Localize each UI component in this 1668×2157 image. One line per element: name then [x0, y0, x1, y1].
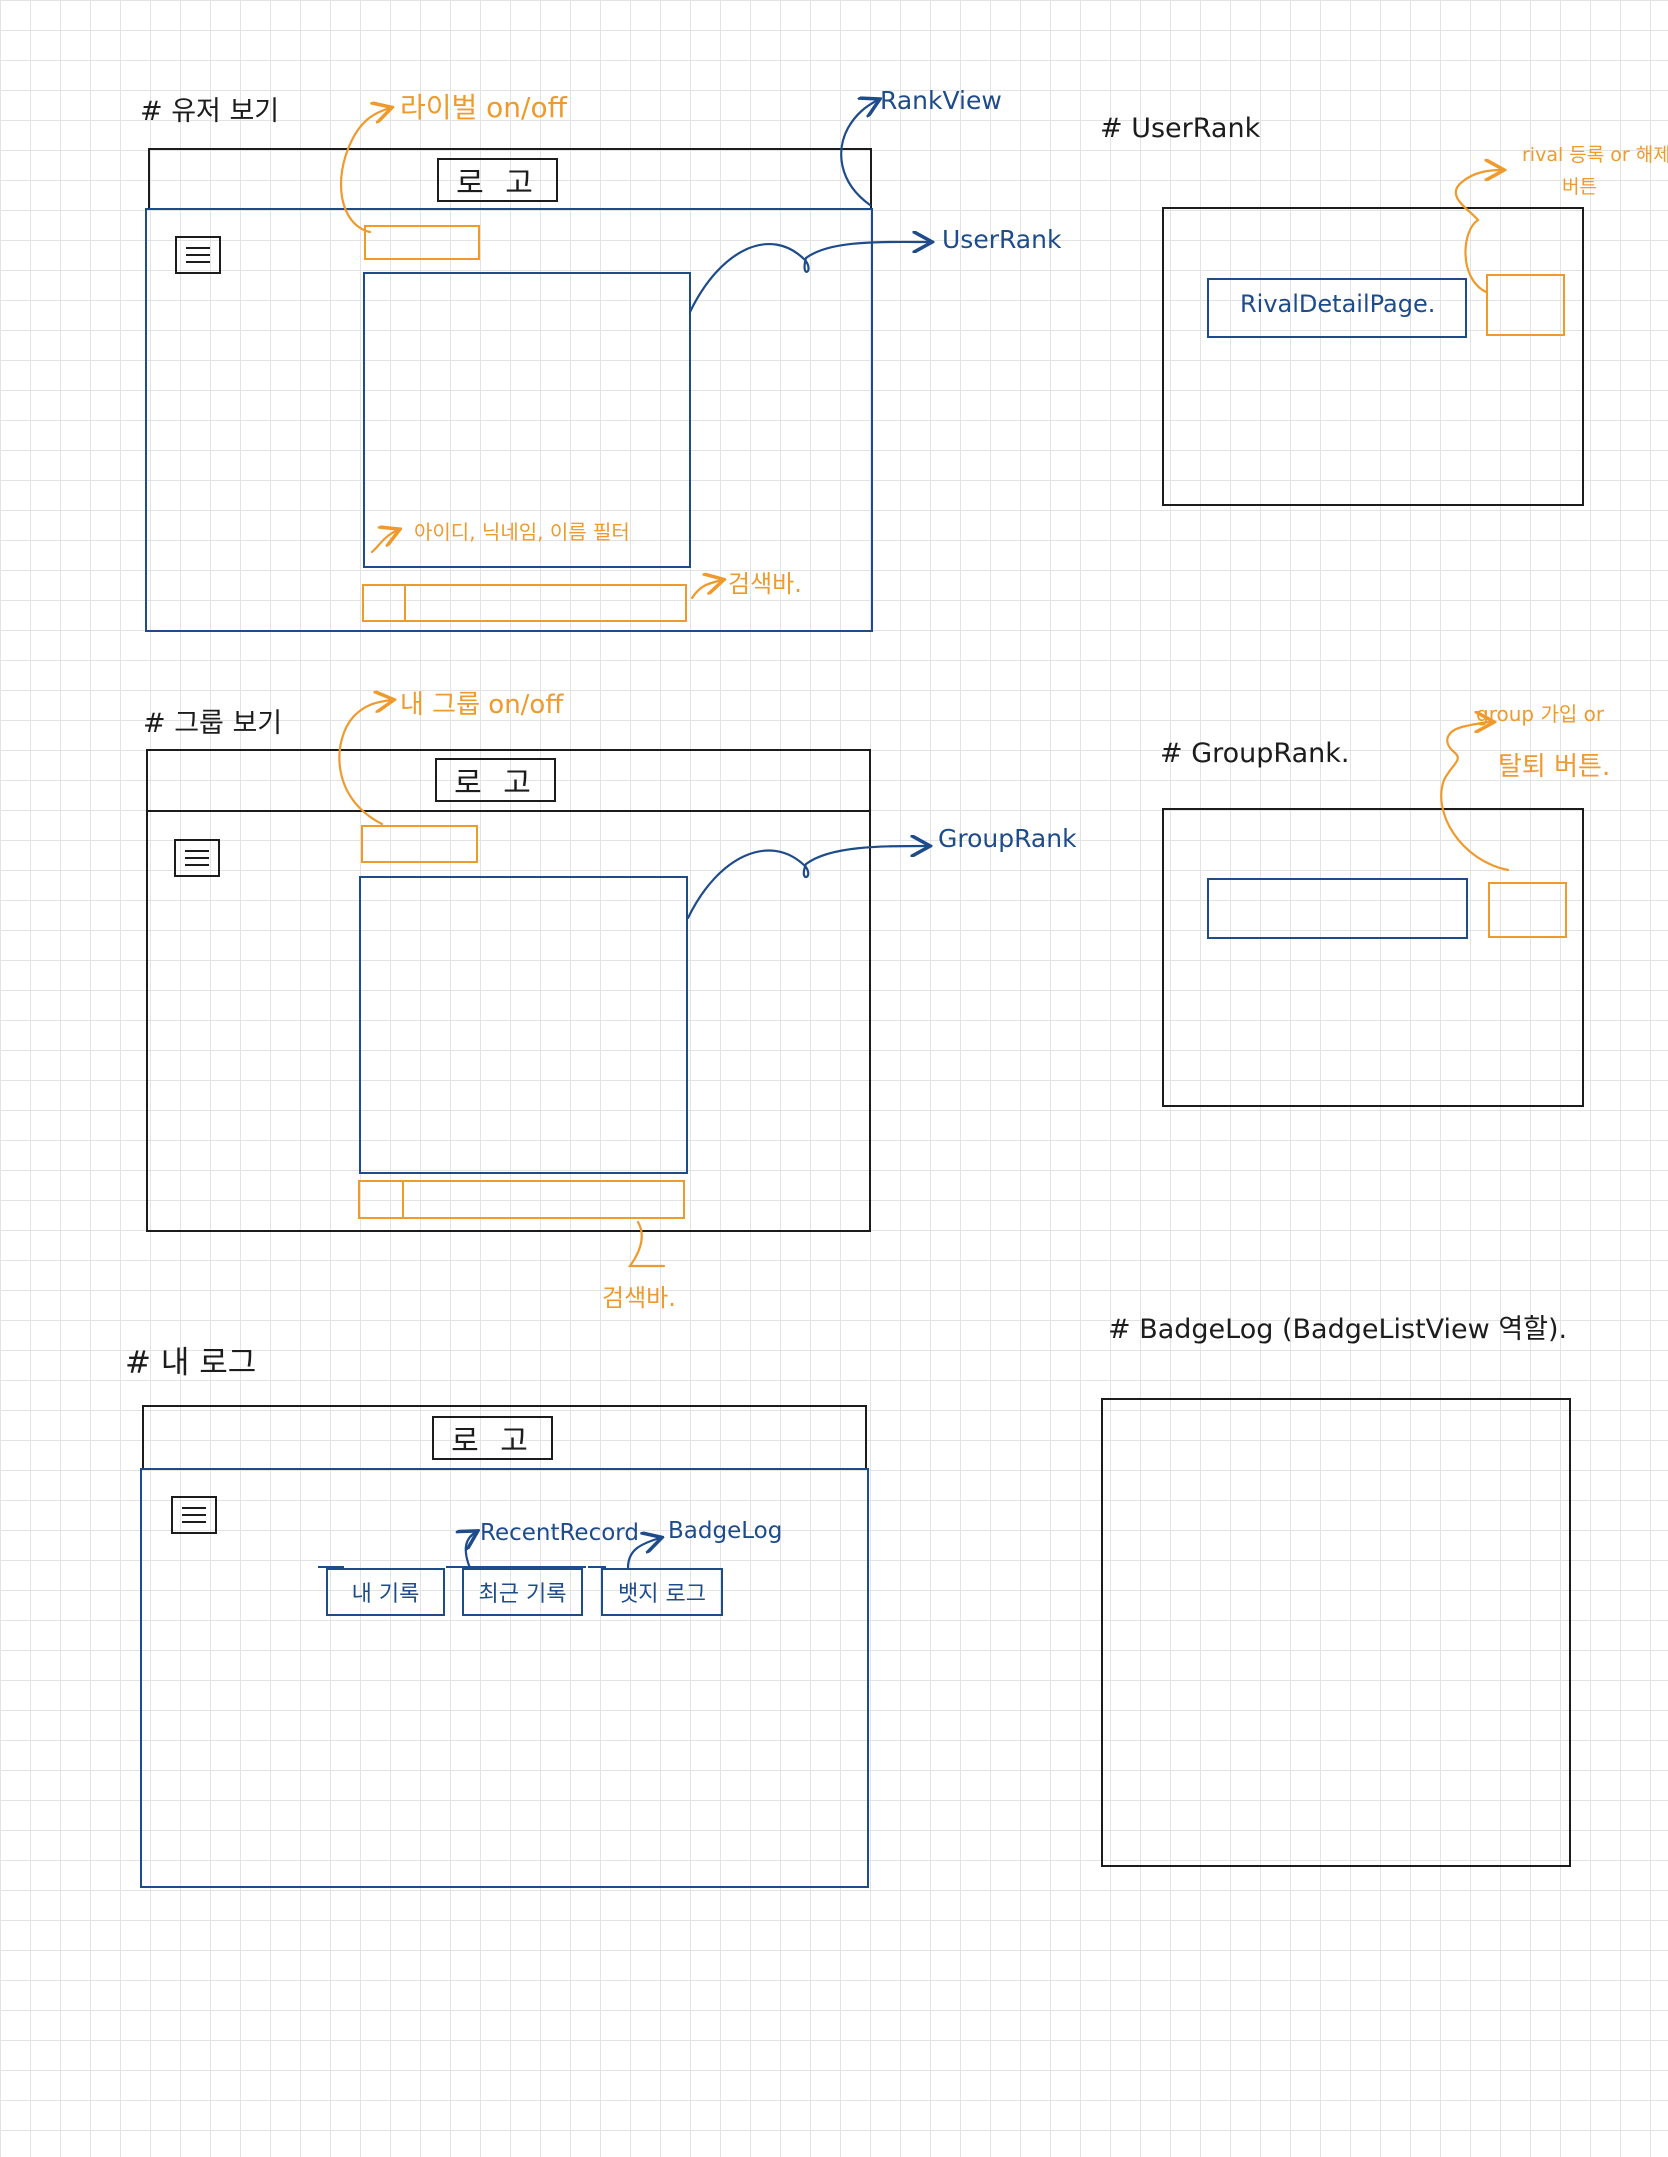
tab-underline-mid	[446, 1566, 586, 1568]
user-rank-title: # UserRank	[1100, 113, 1261, 144]
group-rank-title: # GroupRank.	[1160, 738, 1350, 769]
badge-log-title: # BadgeLog (BadgeListView 역할).	[1108, 1314, 1568, 1345]
user-rank-frame	[1162, 207, 1584, 506]
filter-note: 아이디, 닉네임, 이름 필터	[414, 520, 630, 544]
rival-button-note-line2: 버튼	[1562, 176, 1597, 198]
search-note: 검색바.	[728, 570, 802, 598]
my-log-logo: 로 고	[432, 1416, 553, 1460]
group-search-note: 검색바.	[602, 1284, 676, 1312]
badge-log-note: BadgeLog	[668, 1518, 783, 1544]
group-view-title: # 그룹 보기	[143, 708, 283, 739]
rival-toggle-note: 라이벌 on/off	[400, 91, 567, 124]
rival-toggle-placeholder[interactable]	[364, 225, 480, 260]
group-button-note-line1: group 가입 or	[1476, 702, 1605, 726]
user-rank-list-placeholder	[363, 272, 691, 568]
group-view-menu-icon[interactable]	[174, 839, 220, 877]
rank-view-note: RankView	[880, 86, 1002, 115]
user-view-menu-icon[interactable]	[175, 236, 221, 274]
group-view-logo: 로 고	[435, 758, 556, 802]
rival-detail-page-box[interactable]	[1207, 278, 1467, 338]
recent-record-note: RecentRecord	[480, 1520, 639, 1546]
rival-detail-page-label: RivalDetailPage.	[1240, 290, 1436, 318]
my-log-menu-icon[interactable]	[171, 1496, 217, 1534]
tab-my-record[interactable]: 내 기록	[326, 1568, 445, 1616]
group-view-frame	[146, 749, 871, 1232]
rival-register-button[interactable]	[1486, 274, 1565, 336]
user-view-title: # 유저 보기	[140, 96, 280, 127]
badge-log-frame	[1101, 1398, 1571, 1867]
user-search-filter-box[interactable]	[362, 584, 406, 622]
my-log-title: # 내 로그	[125, 1345, 257, 1381]
user-rank-note: UserRank	[942, 225, 1062, 254]
my-group-toggle-note: 내 그룹 on/off	[400, 690, 564, 720]
group-search-bar[interactable]	[358, 1180, 685, 1219]
group-rank-note: GroupRank	[938, 824, 1077, 853]
group-rank-list-placeholder	[359, 876, 688, 1174]
group-join-button[interactable]	[1488, 882, 1567, 938]
group-button-note-line2: 탈퇴 버튼.	[1498, 752, 1611, 782]
tab-underline-right	[588, 1566, 606, 1568]
group-detail-box[interactable]	[1207, 878, 1468, 939]
group-search-filter-box[interactable]	[358, 1180, 404, 1219]
user-search-bar[interactable]	[362, 584, 687, 622]
tab-recent-record[interactable]: 최근 기록	[462, 1568, 583, 1616]
group-view-header-line	[146, 810, 871, 812]
my-log-body	[140, 1468, 869, 1888]
tab-badge-log[interactable]: 뱃지 로그	[601, 1568, 723, 1616]
tab-underline-left	[318, 1566, 344, 1568]
my-group-toggle-placeholder[interactable]	[361, 825, 478, 863]
user-view-body	[145, 208, 873, 632]
rival-button-note-line1: rival 등록 or 해제	[1522, 144, 1668, 166]
user-view-logo: 로 고	[437, 158, 558, 202]
group-rank-frame	[1162, 808, 1584, 1107]
